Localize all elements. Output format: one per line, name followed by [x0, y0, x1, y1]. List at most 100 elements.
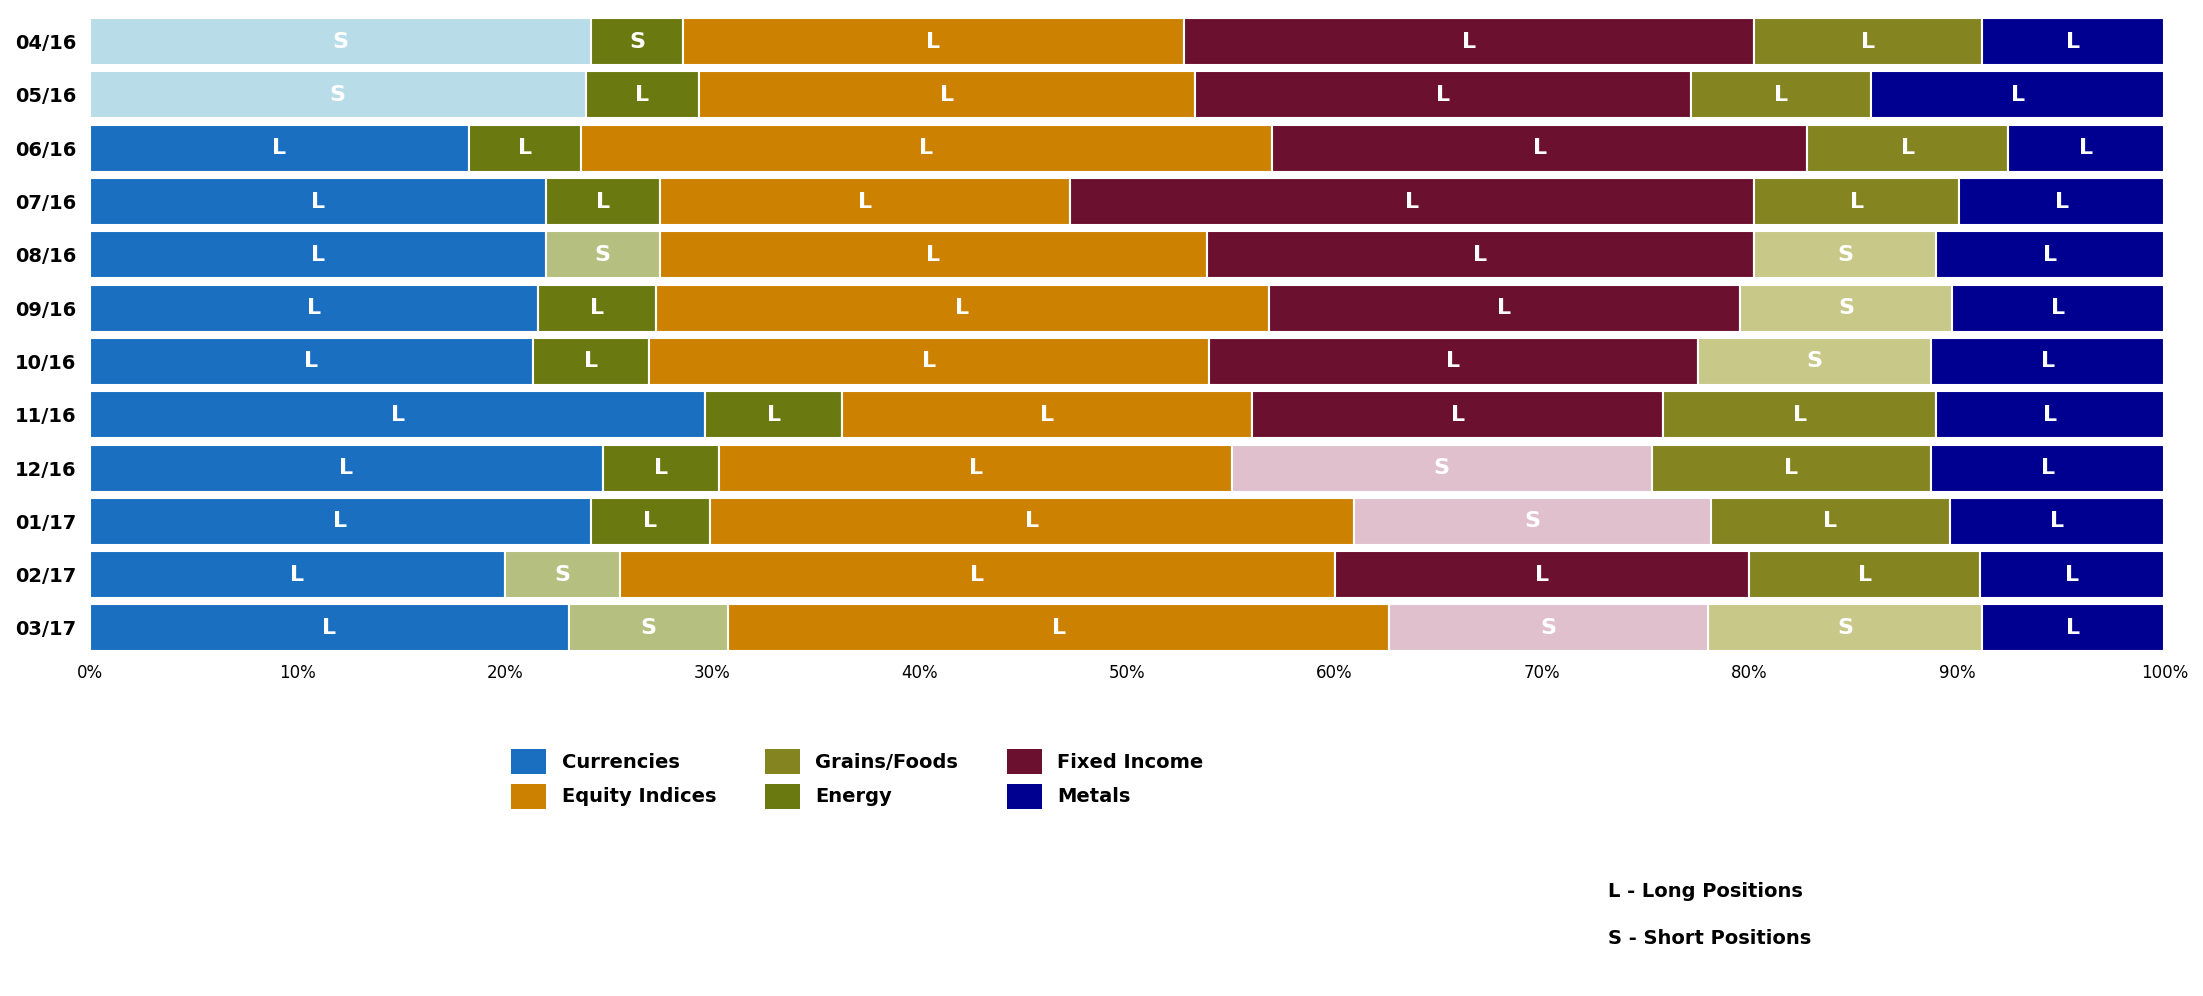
- Bar: [1712, 498, 1950, 545]
- Bar: [1806, 124, 2009, 171]
- Bar: [90, 178, 546, 225]
- Bar: [469, 124, 582, 171]
- Bar: [504, 551, 619, 599]
- Text: L: L: [1498, 298, 1511, 318]
- Bar: [1983, 605, 2163, 651]
- Text: L: L: [2044, 245, 2058, 265]
- Bar: [590, 18, 683, 65]
- Text: L: L: [584, 352, 597, 372]
- Bar: [1983, 18, 2163, 65]
- Bar: [586, 72, 698, 119]
- Text: L: L: [857, 191, 872, 211]
- Text: L: L: [921, 352, 936, 372]
- Text: S: S: [628, 32, 645, 52]
- Bar: [1194, 72, 1692, 119]
- Bar: [90, 338, 533, 384]
- Text: L: L: [925, 245, 941, 265]
- Bar: [1980, 551, 2163, 599]
- Bar: [90, 124, 469, 171]
- Bar: [590, 498, 709, 545]
- Text: L: L: [339, 458, 352, 478]
- Bar: [1699, 338, 1932, 384]
- Text: L: L: [2040, 352, 2055, 372]
- Bar: [1754, 178, 1958, 225]
- Text: S: S: [555, 565, 571, 585]
- Text: L: L: [590, 298, 604, 318]
- Bar: [1254, 391, 1663, 438]
- Bar: [1209, 338, 1699, 384]
- Text: L: L: [595, 191, 610, 211]
- Text: L: L: [1773, 85, 1789, 105]
- Text: L: L: [518, 138, 531, 158]
- Text: L: L: [2080, 138, 2093, 158]
- Bar: [718, 444, 1231, 491]
- Text: L: L: [306, 298, 322, 318]
- Text: S: S: [1540, 618, 1558, 638]
- Text: L: L: [1535, 565, 1549, 585]
- Text: S: S: [1806, 352, 1822, 372]
- Text: S: S: [641, 618, 656, 638]
- Text: L: L: [1533, 138, 1547, 158]
- Bar: [1231, 444, 1652, 491]
- Text: L: L: [643, 511, 656, 531]
- Bar: [656, 285, 1269, 332]
- Text: L: L: [956, 298, 969, 318]
- Bar: [619, 551, 1335, 599]
- Bar: [1740, 285, 1952, 332]
- Bar: [1932, 444, 2163, 491]
- Bar: [659, 178, 1071, 225]
- Text: L: L: [1436, 85, 1450, 105]
- Text: L: L: [1862, 32, 1875, 52]
- Bar: [1936, 231, 2163, 278]
- Text: L: L: [1447, 352, 1461, 372]
- Bar: [1663, 391, 1936, 438]
- Bar: [1692, 72, 1870, 119]
- Text: L: L: [1051, 618, 1066, 638]
- Text: L: L: [1857, 565, 1873, 585]
- Bar: [2009, 124, 2163, 171]
- Text: L - Long Positions: L - Long Positions: [1608, 881, 1802, 901]
- Bar: [1353, 498, 1712, 545]
- Bar: [659, 231, 1207, 278]
- Text: L: L: [2011, 85, 2025, 105]
- Bar: [1932, 338, 2163, 384]
- Bar: [546, 178, 659, 225]
- Bar: [1271, 124, 1806, 171]
- Legend: Currencies, Equity Indices, Grains/Foods, Energy, Fixed Income, Metals: Currencies, Equity Indices, Grains/Foods…: [502, 741, 1212, 817]
- Text: S: S: [1837, 618, 1853, 638]
- Text: L: L: [1463, 32, 1476, 52]
- Bar: [546, 231, 659, 278]
- Bar: [90, 231, 546, 278]
- Bar: [1335, 551, 1749, 599]
- Bar: [842, 391, 1254, 438]
- Bar: [1754, 18, 1983, 65]
- Bar: [1269, 285, 1740, 332]
- Text: S: S: [1434, 458, 1450, 478]
- Bar: [90, 18, 590, 65]
- Bar: [729, 605, 1390, 651]
- Bar: [1958, 178, 2163, 225]
- Bar: [1749, 551, 1980, 599]
- Bar: [568, 605, 729, 651]
- Text: L: L: [333, 511, 348, 531]
- Text: L: L: [941, 85, 954, 105]
- Text: S: S: [330, 85, 346, 105]
- Bar: [1183, 18, 1754, 65]
- Bar: [698, 72, 1194, 119]
- Text: L: L: [2051, 298, 2066, 318]
- Bar: [604, 444, 718, 491]
- Text: L: L: [2064, 565, 2080, 585]
- Bar: [709, 498, 1353, 545]
- Text: L: L: [1450, 404, 1465, 424]
- Text: L: L: [919, 138, 934, 158]
- Bar: [683, 18, 1183, 65]
- Bar: [90, 391, 705, 438]
- Text: L: L: [2040, 458, 2055, 478]
- Bar: [90, 285, 538, 332]
- Text: L: L: [1793, 404, 1806, 424]
- Text: L: L: [1784, 458, 1798, 478]
- Text: L: L: [1040, 404, 1055, 424]
- Bar: [1207, 231, 1754, 278]
- Bar: [90, 498, 590, 545]
- Text: L: L: [634, 85, 650, 105]
